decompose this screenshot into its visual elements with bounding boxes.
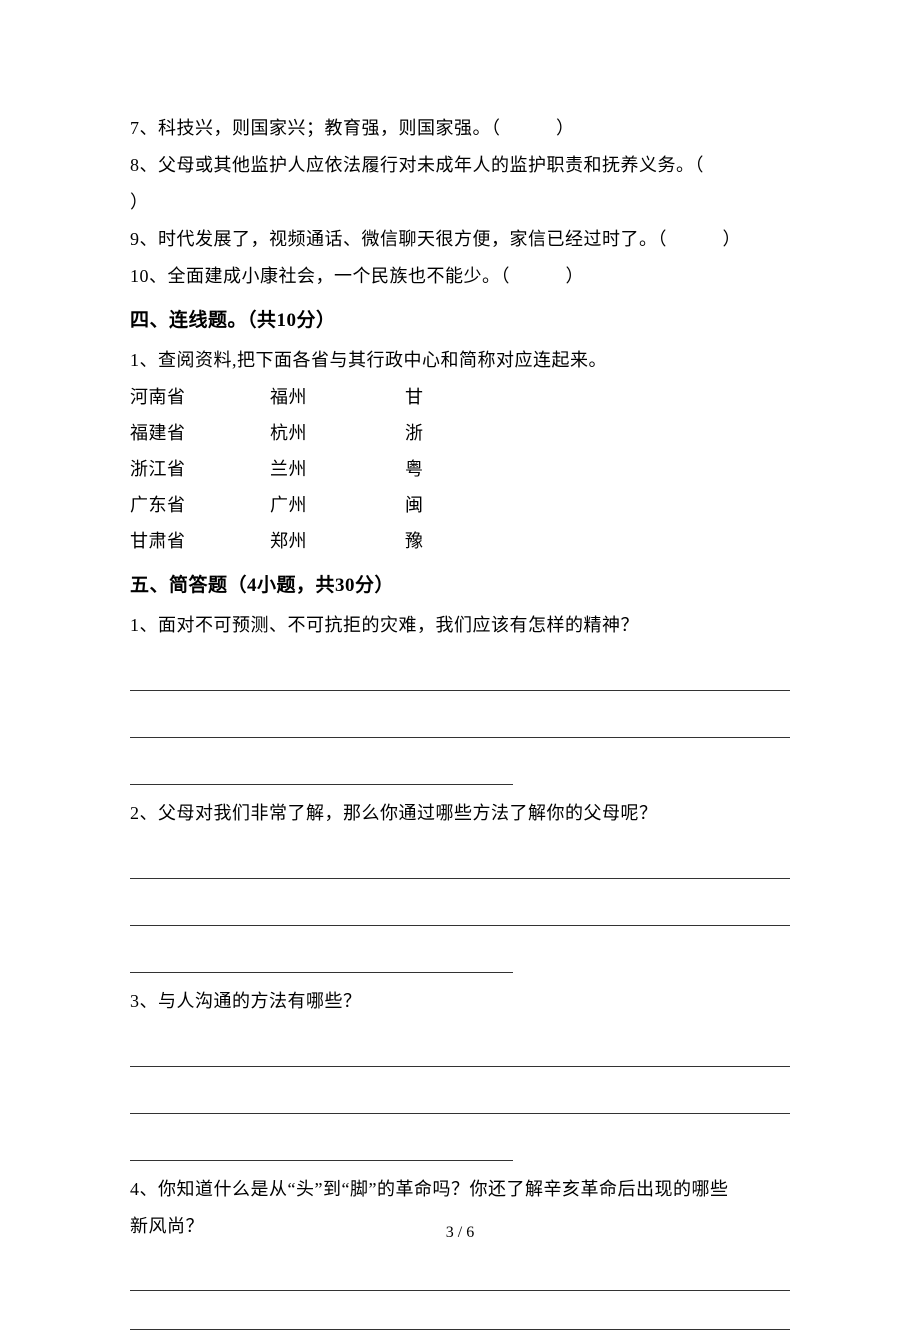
section5-q1: 1、面对不可预测、不可抗拒的灾难，我们应该有怎样的精神？ — [130, 607, 790, 644]
answer-line — [130, 701, 790, 738]
answer-line — [130, 1124, 513, 1161]
answer-line — [130, 1030, 790, 1067]
match-row-4: 甘肃省 郑州 豫 — [130, 523, 790, 559]
match-row-1: 福建省 杭州 浙 — [130, 415, 790, 451]
page: 7、科技兴，则国家兴；教育强，则国家强。（ ） 8、父母或其他监护人应依法履行对… — [0, 0, 920, 1302]
match-c3: 粤 — [405, 451, 424, 487]
match-c1: 甘肃省 — [130, 523, 265, 559]
match-row-3: 广东省 广州 闽 — [130, 487, 790, 523]
match-row-2: 浙江省 兰州 粤 — [130, 451, 790, 487]
page-number: 3 / 6 — [0, 1224, 920, 1242]
answer-line — [130, 936, 513, 973]
match-c3: 浙 — [405, 415, 424, 451]
answer-line — [130, 654, 790, 691]
section5-q2: 2、父母对我们非常了解，那么你通过哪些方法了解你的父母呢？ — [130, 795, 790, 832]
tf-q8-line1: 8、父母或其他监护人应依法履行对未成年人的监护职责和抚养义务。（ — [130, 147, 790, 184]
match-c1: 浙江省 — [130, 451, 265, 487]
match-c3: 甘 — [405, 379, 424, 415]
section5-q4-line1: 4、你知道什么是从“头”到“脚”的革命吗？你还了解辛亥革命后出现的哪些 — [130, 1171, 790, 1208]
tf-q9: 9、时代发展了，视频通话、微信聊天很方便，家信已经过时了。（ ） — [130, 221, 790, 258]
section5-title: 五、简答题（4小题，共30分） — [130, 565, 790, 607]
answer-line — [130, 1293, 790, 1330]
match-c2: 兰州 — [270, 451, 400, 487]
match-c2: 杭州 — [270, 415, 400, 451]
section4-title: 四、连线题。（共10分） — [130, 300, 790, 342]
tf-q10: 10、全面建成小康社会，一个民族也不能少。（ ） — [130, 258, 790, 295]
answer-line — [130, 1254, 790, 1291]
section4-q1: 1、查阅资料,把下面各省与其行政中心和简称对应连起来。 — [130, 342, 790, 379]
match-c1: 广东省 — [130, 487, 265, 523]
match-c3: 闽 — [405, 487, 424, 523]
tf-q8-line2: ） — [130, 184, 790, 221]
answer-line — [130, 1077, 790, 1114]
answer-line — [130, 842, 790, 879]
section5-q3: 3、与人沟通的方法有哪些？ — [130, 983, 790, 1020]
match-row-0: 河南省 福州 甘 — [130, 379, 790, 415]
match-c2: 福州 — [270, 379, 400, 415]
answer-line — [130, 748, 513, 785]
match-c2: 广州 — [270, 487, 400, 523]
answer-line — [130, 889, 790, 926]
match-c3: 豫 — [405, 523, 424, 559]
match-c1: 河南省 — [130, 379, 265, 415]
match-c1: 福建省 — [130, 415, 265, 451]
match-c2: 郑州 — [270, 523, 400, 559]
tf-q7: 7、科技兴，则国家兴；教育强，则国家强。（ ） — [130, 110, 790, 147]
